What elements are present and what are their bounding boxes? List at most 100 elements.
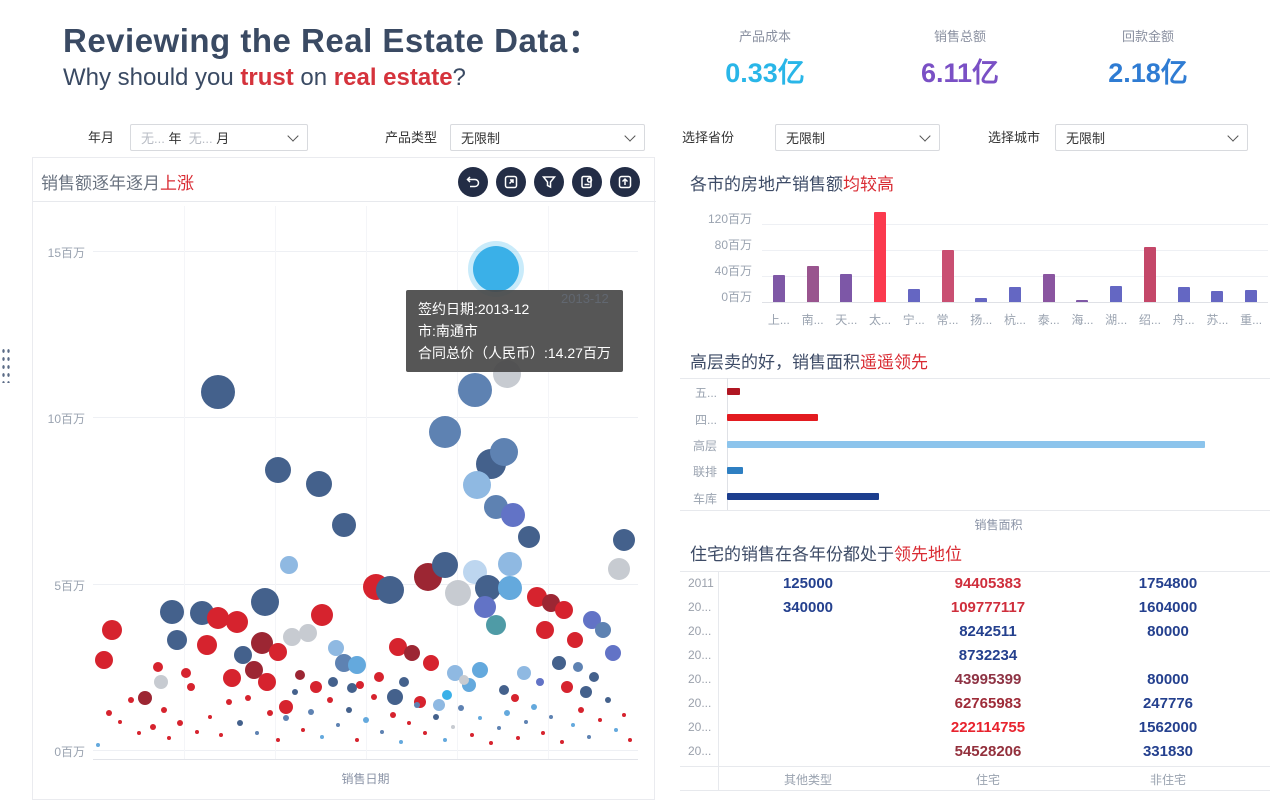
filter-icon[interactable] — [534, 167, 564, 197]
tooltip-line: 市:南通市 — [418, 323, 478, 339]
data-point — [346, 683, 357, 694]
data-point — [389, 712, 396, 719]
row-year-label: 20... — [688, 696, 712, 710]
bar — [1009, 287, 1021, 302]
data-point — [201, 375, 236, 410]
data-point — [469, 733, 474, 737]
data-point — [431, 552, 458, 579]
sales-table-panel: 住宅的销售在各年份都处于领先地位 2011 125000 94405383 17548… — [680, 538, 1270, 800]
bubble-chart-plot[interactable] — [93, 206, 638, 759]
row-year-label: 2011 — [688, 576, 714, 590]
x-tick-label: 舟... — [1172, 313, 1195, 327]
column-footer-label: 其他类型 — [783, 773, 832, 787]
data-point — [445, 580, 472, 607]
bar — [727, 387, 741, 395]
y-tick-label: 120百万 — [707, 212, 752, 226]
data-point — [374, 671, 385, 682]
data-point — [516, 736, 521, 741]
data-point — [154, 674, 169, 689]
province-select[interactable]: 无限制 — [775, 124, 940, 151]
data-point — [463, 471, 492, 500]
page-subtitle: Why should you trust on real estate? — [63, 64, 466, 91]
province-value: 无限制 — [786, 131, 826, 146]
undo-icon[interactable] — [458, 167, 488, 197]
x-tick-label: 绍... — [1138, 313, 1161, 327]
chevron-down-icon — [1227, 129, 1239, 142]
data-point — [376, 576, 405, 605]
data-point — [208, 714, 213, 719]
data-point — [276, 738, 281, 742]
kpi-label: 产品成本 — [738, 29, 791, 44]
table-cell: 54528206 — [954, 743, 1022, 760]
data-point — [334, 654, 353, 673]
data-point — [573, 661, 584, 672]
x-tick-label: 扬... — [970, 313, 993, 327]
table-cell: 340000 — [782, 599, 834, 616]
column-footer-label: 住宅 — [975, 773, 1000, 787]
data-point — [94, 651, 113, 670]
expand-icon[interactable] — [496, 167, 526, 197]
data-point — [605, 645, 622, 662]
city-select[interactable]: 无限制 — [1055, 124, 1248, 151]
export-icon[interactable] — [572, 167, 602, 197]
data-point — [570, 723, 575, 728]
data-point — [516, 666, 531, 681]
data-point — [300, 728, 305, 733]
data-point — [207, 607, 230, 630]
area-hbar-chart-plot[interactable]: 五... 四... 高层 联排 车库 — [680, 378, 1270, 510]
bar — [1245, 290, 1258, 302]
chevron-down-icon — [287, 129, 299, 142]
data-point — [355, 738, 360, 742]
upload-icon[interactable] — [610, 167, 640, 197]
data-point — [299, 624, 318, 643]
data-point — [137, 691, 152, 706]
sales-table-title: 住宅的销售在各年份都处于领先地位 — [690, 545, 962, 564]
bar — [941, 250, 954, 302]
data-point — [237, 720, 244, 727]
data-point — [597, 718, 602, 723]
bar — [806, 265, 819, 302]
data-point — [541, 594, 560, 613]
data-point — [471, 662, 488, 679]
data-point — [250, 632, 273, 655]
data-point — [477, 716, 482, 721]
data-point — [586, 734, 591, 739]
table-cell: 222114755 — [950, 719, 1026, 736]
data-point — [356, 681, 365, 690]
drag-handle[interactable] — [1, 347, 10, 383]
highlighted-data-point[interactable] — [473, 245, 520, 292]
product-type-select[interactable]: 无限制 — [450, 124, 645, 151]
data-point — [486, 615, 507, 636]
data-point — [504, 710, 511, 717]
table-cell: 1562000 — [1138, 719, 1198, 736]
bubble-chart-panel: 销售额逐年逐月上涨 — [32, 157, 656, 800]
data-point — [327, 676, 338, 687]
category-label: 联排 — [692, 465, 717, 480]
table-cell: 247776 — [1142, 695, 1194, 712]
x-tick-label: 上... — [767, 313, 790, 327]
data-point — [518, 525, 540, 548]
bubble-chart-xaxis-title: 销售日期 — [341, 772, 390, 786]
kpi-label: 回款金额 — [1121, 29, 1174, 44]
y-tick-label: 15百万 — [47, 245, 85, 260]
data-point — [511, 694, 520, 703]
data-point — [422, 655, 439, 672]
data-point — [457, 705, 464, 712]
sales-table[interactable]: 2011 125000 94405383 1754800 20... 340000 1097… — [680, 571, 1270, 800]
year-unit: 年 — [168, 131, 182, 146]
data-point — [102, 620, 123, 641]
data-point — [310, 680, 323, 693]
hbar-xaxis-title: 销售面积 — [974, 518, 1023, 532]
data-point — [265, 457, 292, 484]
kpi-product-cost: 产品成本 0.33亿 — [695, 26, 835, 90]
year-month-picker[interactable]: 无... 年 无... 月 — [130, 124, 308, 151]
data-point — [497, 576, 522, 601]
row-year-label: 20... — [688, 600, 712, 614]
data-point — [308, 708, 314, 715]
data-point — [96, 743, 101, 747]
year-month-label: 年月 — [88, 130, 115, 145]
city-bar-chart-plot[interactable]: 0百万 40百万 80百万 120百万 上... 南... 天... 太... 宁... 常...… — [680, 165, 1270, 335]
data-point — [197, 635, 218, 656]
bar — [727, 493, 879, 501]
data-point — [310, 604, 333, 627]
